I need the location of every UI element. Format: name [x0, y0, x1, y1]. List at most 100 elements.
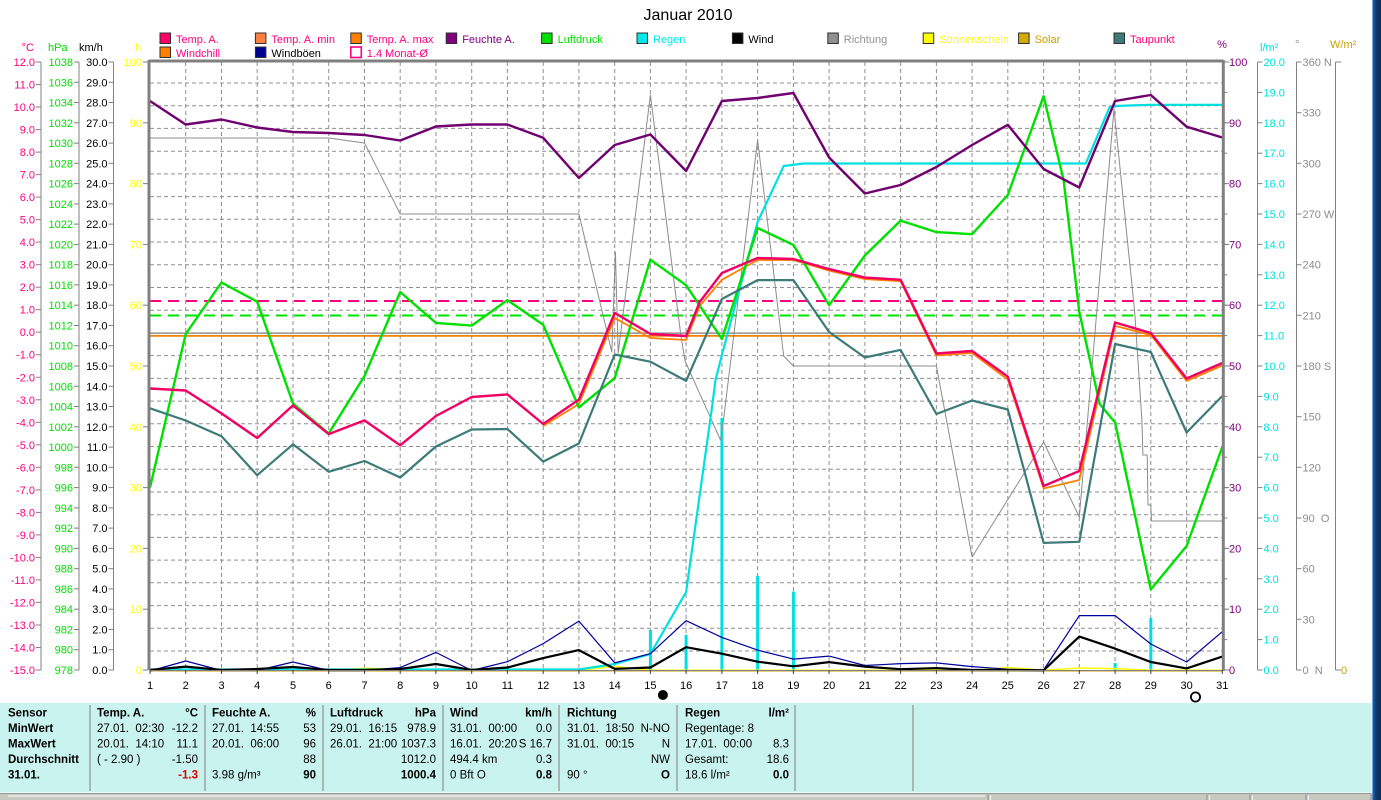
svg-text:14.0: 14.0 [86, 381, 107, 393]
svg-text:S 16.7: S 16.7 [519, 739, 552, 751]
svg-text:22: 22 [894, 680, 906, 692]
svg-text:-14.0: -14.0 [10, 643, 35, 655]
svg-text:2: 2 [183, 680, 189, 692]
svg-text:10: 10 [130, 604, 142, 616]
svg-text:Januar 2010: Januar 2010 [644, 7, 733, 24]
svg-text:50: 50 [1229, 361, 1241, 373]
svg-text:3.98 g/m³: 3.98 g/m³ [212, 770, 261, 782]
svg-text:7.0: 7.0 [92, 523, 107, 535]
svg-text:150: 150 [1303, 412, 1321, 424]
svg-text:Temp. A.: Temp. A. [176, 34, 219, 46]
svg-text:210: 210 [1303, 310, 1321, 322]
svg-text:Regen: Regen [685, 708, 720, 720]
svg-text:l/m²: l/m² [769, 708, 790, 720]
svg-text:18.0: 18.0 [1264, 118, 1285, 130]
svg-text:29: 29 [1145, 680, 1157, 692]
svg-text:360 N: 360 N [1303, 57, 1332, 69]
svg-text:6: 6 [326, 680, 332, 692]
svg-text:23: 23 [930, 680, 942, 692]
svg-text:8: 8 [397, 680, 403, 692]
svg-text:0: 0 [1229, 665, 1235, 677]
svg-text:986: 986 [55, 584, 73, 596]
svg-text:16.01. 20:20: 16.01. 20:20 [450, 739, 517, 751]
svg-text:90: 90 [303, 770, 316, 782]
svg-text:1032: 1032 [49, 118, 73, 130]
svg-text:3.0: 3.0 [20, 260, 35, 272]
svg-text:14.0: 14.0 [1264, 239, 1285, 251]
svg-text:1034: 1034 [49, 98, 73, 110]
svg-text:13: 13 [573, 680, 585, 692]
svg-text:1.0: 1.0 [92, 645, 107, 657]
svg-text:1024: 1024 [49, 199, 73, 211]
svg-text:3: 3 [218, 680, 224, 692]
svg-text:80: 80 [130, 179, 142, 191]
svg-text:-12.2: -12.2 [172, 723, 198, 735]
svg-text:994: 994 [55, 503, 73, 515]
svg-text:Luftdruck: Luftdruck [558, 34, 604, 46]
svg-text:90 °: 90 ° [567, 770, 588, 782]
svg-text:-2.0: -2.0 [16, 372, 35, 384]
svg-text:998: 998 [55, 462, 73, 474]
svg-text:°: ° [1295, 39, 1299, 51]
svg-text:30: 30 [1180, 680, 1192, 692]
svg-text:27.01. 02:30: 27.01. 02:30 [97, 723, 164, 735]
svg-text:Gesamt:: Gesamt: [685, 754, 728, 766]
svg-text:980: 980 [55, 645, 73, 657]
svg-text:7: 7 [361, 680, 367, 692]
svg-text:23.0: 23.0 [86, 199, 107, 211]
svg-text:6.0: 6.0 [92, 543, 107, 555]
svg-text:1016: 1016 [49, 280, 73, 292]
svg-text:0.8: 0.8 [536, 770, 553, 782]
svg-text:8.0: 8.0 [1264, 422, 1279, 434]
svg-text:5: 5 [290, 680, 296, 692]
svg-text:988: 988 [55, 564, 73, 576]
svg-text:17.0: 17.0 [86, 321, 107, 333]
svg-text:96: 96 [303, 739, 316, 751]
svg-text:1026: 1026 [49, 179, 73, 191]
svg-text:-15.0: -15.0 [10, 665, 35, 677]
svg-text:90: 90 [1229, 118, 1241, 130]
svg-text:19.0: 19.0 [86, 280, 107, 292]
svg-text:80: 80 [1229, 179, 1241, 191]
svg-text:6.0: 6.0 [20, 192, 35, 204]
svg-text:19: 19 [787, 680, 799, 692]
svg-text:18.0: 18.0 [86, 300, 107, 312]
svg-text:0.0: 0.0 [92, 665, 107, 677]
svg-text:Sensor: Sensor [8, 708, 48, 720]
svg-text:Taupunkt: Taupunkt [1130, 34, 1175, 46]
svg-text:1: 1 [147, 680, 153, 692]
svg-text:31.01. 00:00: 31.01. 00:00 [450, 723, 517, 735]
svg-text:984: 984 [55, 604, 73, 616]
svg-text:20: 20 [130, 543, 142, 555]
svg-text:17.01. 00:00: 17.01. 00:00 [685, 739, 752, 751]
svg-text:-10.0: -10.0 [10, 552, 35, 564]
svg-text:29.01. 16:15: 29.01. 16:15 [330, 723, 397, 735]
svg-text:25: 25 [1002, 680, 1014, 692]
svg-text:11.0: 11.0 [1264, 331, 1285, 343]
svg-text:h: h [135, 42, 141, 54]
svg-text:4: 4 [254, 680, 260, 692]
svg-text:1004: 1004 [49, 402, 73, 414]
svg-text:11.1: 11.1 [176, 739, 198, 751]
svg-text:2.0: 2.0 [1264, 604, 1279, 616]
svg-text:16: 16 [680, 680, 692, 692]
svg-text:Feuchte A.: Feuchte A. [462, 34, 515, 46]
svg-text:NW: NW [651, 754, 670, 766]
svg-text:Windböen: Windböen [271, 48, 321, 60]
svg-text:30: 30 [1229, 483, 1241, 495]
svg-text:88: 88 [303, 754, 316, 766]
svg-text:0.0: 0.0 [20, 327, 35, 339]
svg-text:996: 996 [55, 483, 73, 495]
svg-text:240: 240 [1303, 260, 1321, 272]
svg-text:26: 26 [1037, 680, 1049, 692]
svg-text:MaxWert: MaxWert [8, 739, 56, 751]
svg-text:1.0: 1.0 [20, 305, 35, 317]
svg-text:40: 40 [1229, 422, 1241, 434]
svg-text:17: 17 [716, 680, 728, 692]
svg-text:28.0: 28.0 [86, 98, 107, 110]
svg-text:40: 40 [130, 422, 142, 434]
svg-text:Luftdruck: Luftdruck [330, 708, 384, 720]
svg-text:28: 28 [1109, 680, 1121, 692]
svg-text:Regentage: 8: Regentage: 8 [685, 723, 754, 735]
svg-text:494.4 km: 494.4 km [450, 754, 497, 766]
